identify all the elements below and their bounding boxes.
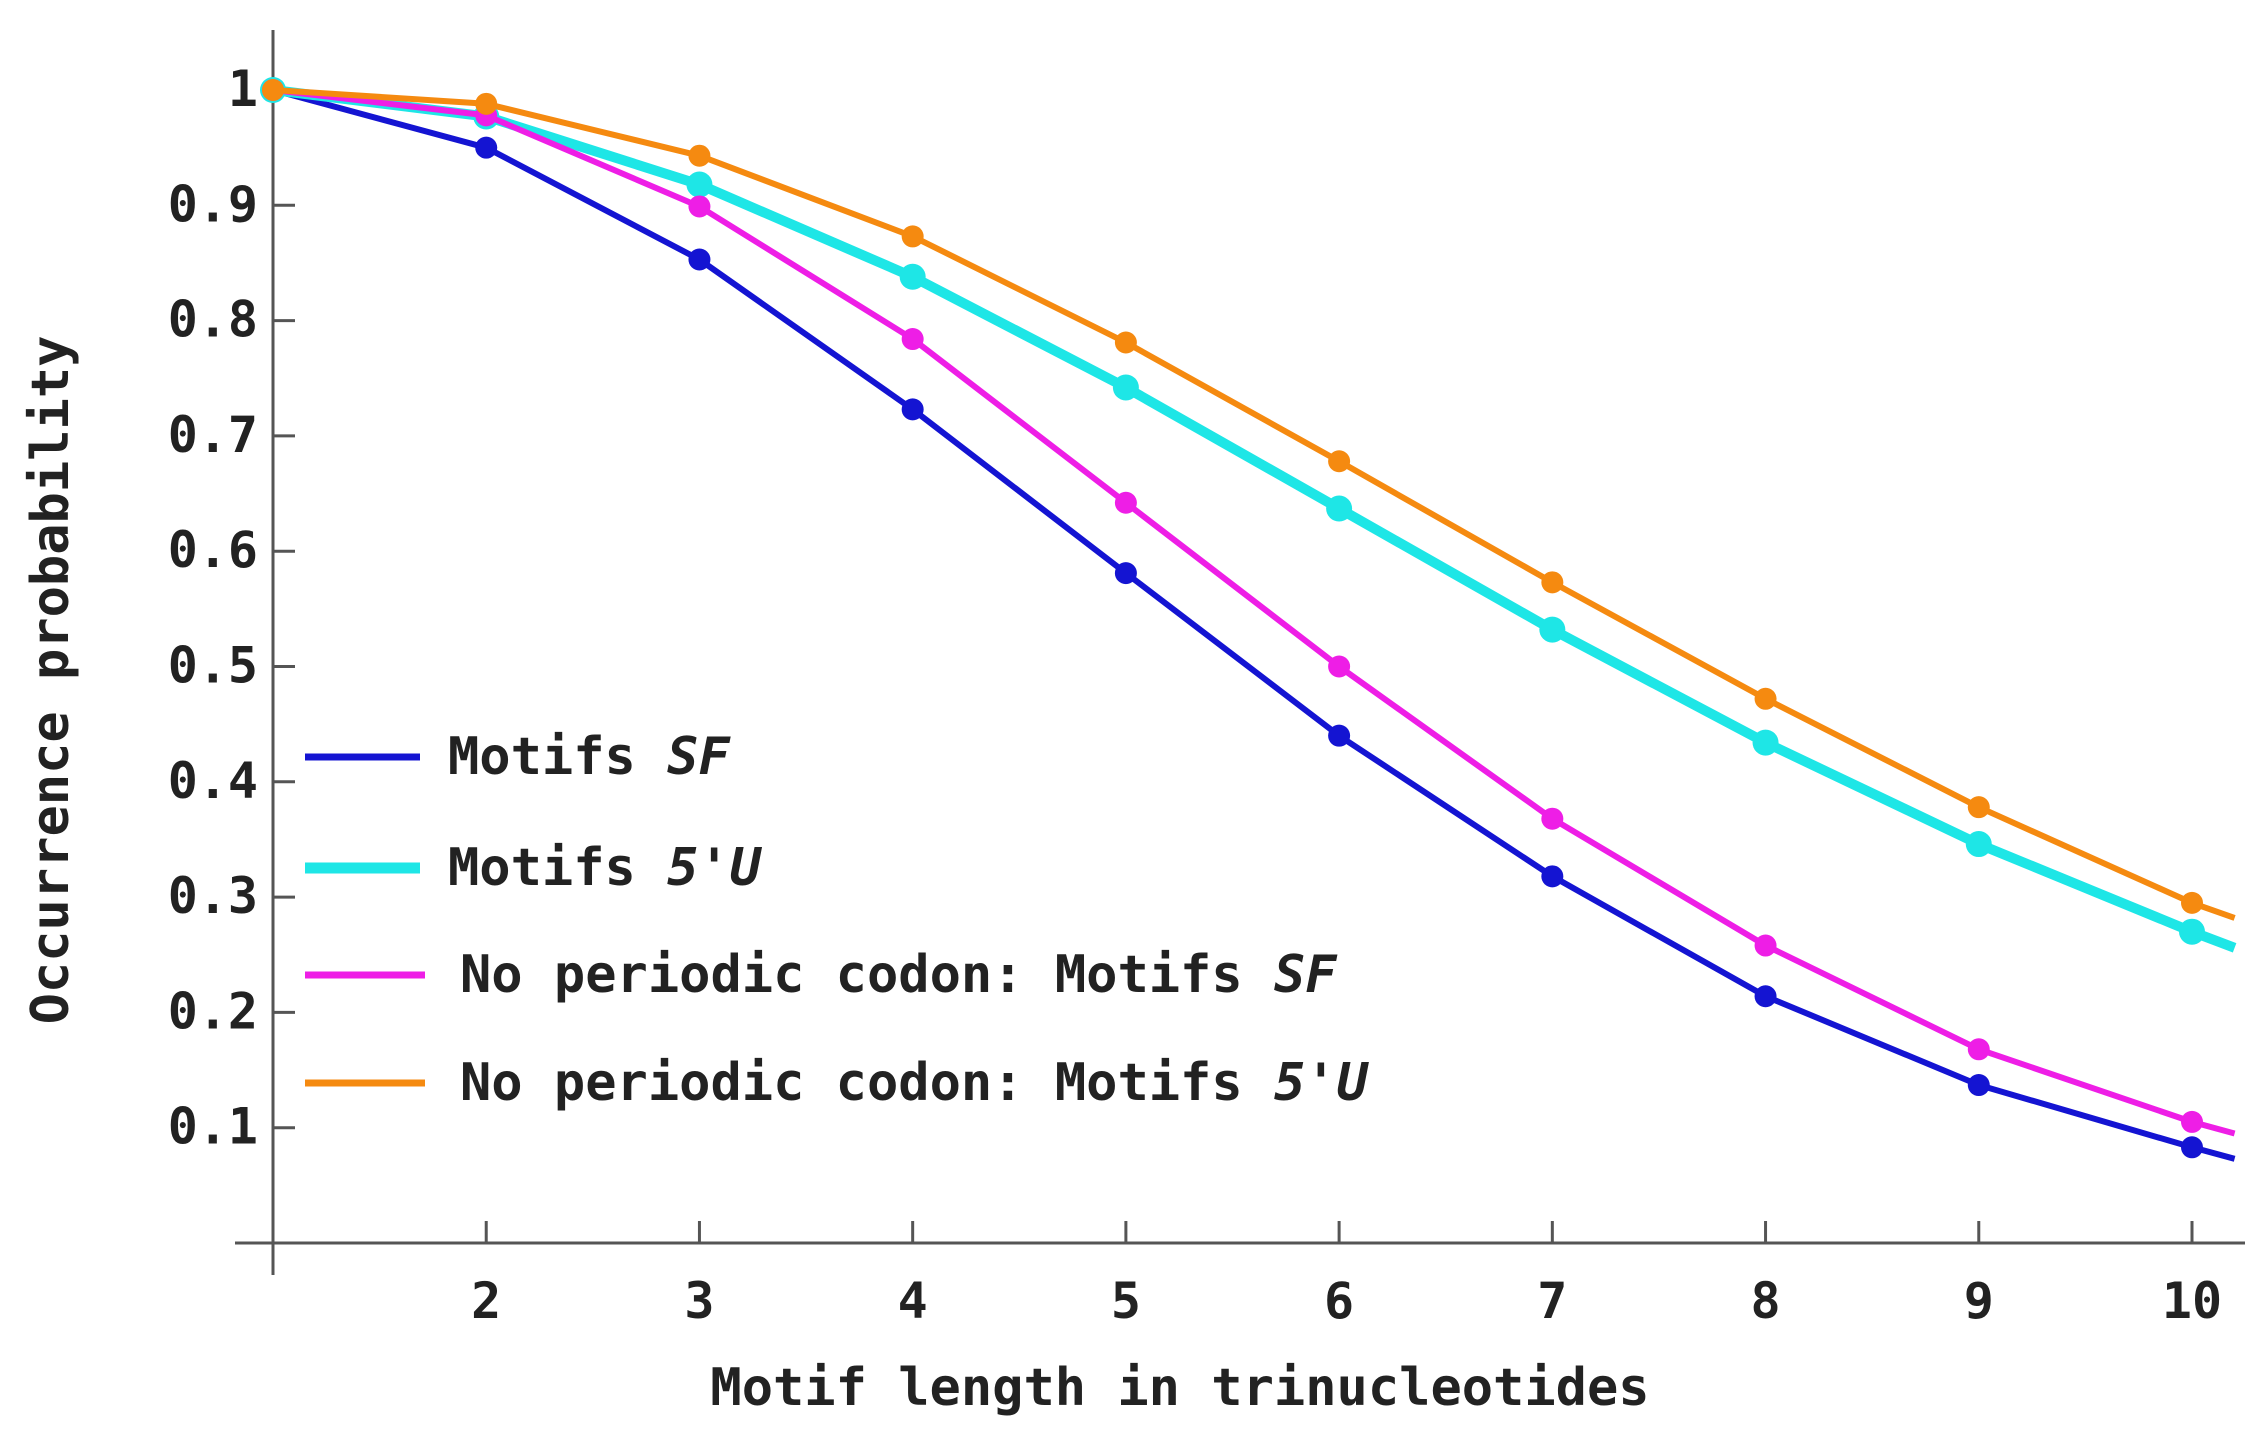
data-point [688,144,711,167]
x-tick-label: 4 [898,1272,928,1330]
series-line [272,85,2237,953]
data-point [2181,1136,2203,1159]
y-tick-label: 0.2 [168,982,258,1040]
data-point [688,248,711,271]
data-point [1112,374,1139,401]
legend-label-text: Motifs [448,727,667,787]
legend-label-text: No periodic codon: Motifs [460,1053,1274,1113]
data-point [1754,934,1777,957]
y-tick-label: 0.4 [168,752,258,810]
x-tick-label: 2 [471,1272,501,1330]
data-point [262,79,284,101]
legend-label-italic: SF [1274,945,1338,1005]
legend-label: Motifs SF [448,727,731,787]
data-point [1114,562,1137,585]
y-tick-label: 0.3 [168,867,258,925]
data-point [1967,796,1990,819]
data-point [1752,729,1779,756]
y-tick-label: 0.5 [168,637,258,695]
data-point [475,136,498,159]
data-point [686,171,713,198]
legend-item-3: No periodic codon: Motifs SF [305,945,1338,1005]
data-point [1328,450,1351,473]
data-point [1114,331,1137,354]
legend-label-text: Motifs [448,838,667,898]
x-tick-label: 10 [2162,1272,2222,1330]
legend-label-italic: 5'U [667,838,763,898]
data-point [899,263,926,290]
x-tick-label: 7 [1537,1272,1567,1330]
legend-item-4: No periodic codon: Motifs 5'U [305,1053,1370,1113]
data-point [1965,831,1992,858]
data-point [901,225,924,248]
y-axis-title: Occurrence probability [21,336,81,1025]
x-tick-label: 9 [1964,1272,1994,1330]
y-tick-label: 0.6 [168,521,258,579]
y-tick-label: 0.8 [168,291,258,349]
y-tick-label: 0.1 [168,1098,258,1156]
series-4 [262,79,2236,921]
data-point [2179,918,2205,945]
legend-label: No periodic codon: Motifs 5'U [460,1053,1370,1113]
data-point [1541,571,1564,594]
data-point [1754,687,1777,710]
y-axis-ticks: 0.1 0.2 0.3 0.4 0.5 0.6 0.7 0.8 0.9 1 [168,60,295,1156]
x-tick-label: 8 [1751,1272,1781,1330]
x-axis-title: Motif length in trinucleotides [710,1358,1649,1418]
legend-label-italic: SF [667,727,731,787]
data-point [2181,1110,2203,1133]
x-tick-label: 6 [1324,1272,1354,1330]
x-axis-ticks: 2 3 4 5 6 7 8 9 10 [471,1221,2222,1330]
data-point [1967,1074,1990,1097]
data-point [1754,985,1777,1008]
series-line [272,87,2236,921]
series-2 [260,77,2237,953]
x-tick-label: 3 [684,1272,714,1330]
legend-label-text: No periodic codon: Motifs [460,945,1274,1005]
series-3 [262,79,2236,1137]
axes [235,30,2245,1275]
legend-item-1: Motifs SF [305,727,731,787]
data-point [1967,1038,1990,1061]
legend-label: No periodic codon: Motifs SF [460,945,1338,1005]
data-point [1541,865,1564,888]
data-point [1114,491,1137,514]
y-tick-label: 0.9 [168,175,258,233]
data-point [2181,891,2203,914]
data-point [1541,807,1564,830]
series-lines [260,77,2237,1162]
legend-label-italic: 5'U [1274,1053,1370,1113]
x-tick-label: 5 [1111,1272,1141,1330]
data-point [901,398,924,421]
data-point [688,195,711,218]
data-point [475,92,498,115]
legend-item-2: Motifs 5'U [305,838,763,898]
data-point [1328,724,1351,747]
data-point [901,328,924,351]
data-point [1328,655,1351,678]
y-tick-label: 0.7 [168,406,258,464]
data-point [1326,495,1353,522]
data-point [1539,616,1566,643]
legend-label: Motifs 5'U [448,838,763,898]
y-tick-label: 1 [228,60,258,118]
